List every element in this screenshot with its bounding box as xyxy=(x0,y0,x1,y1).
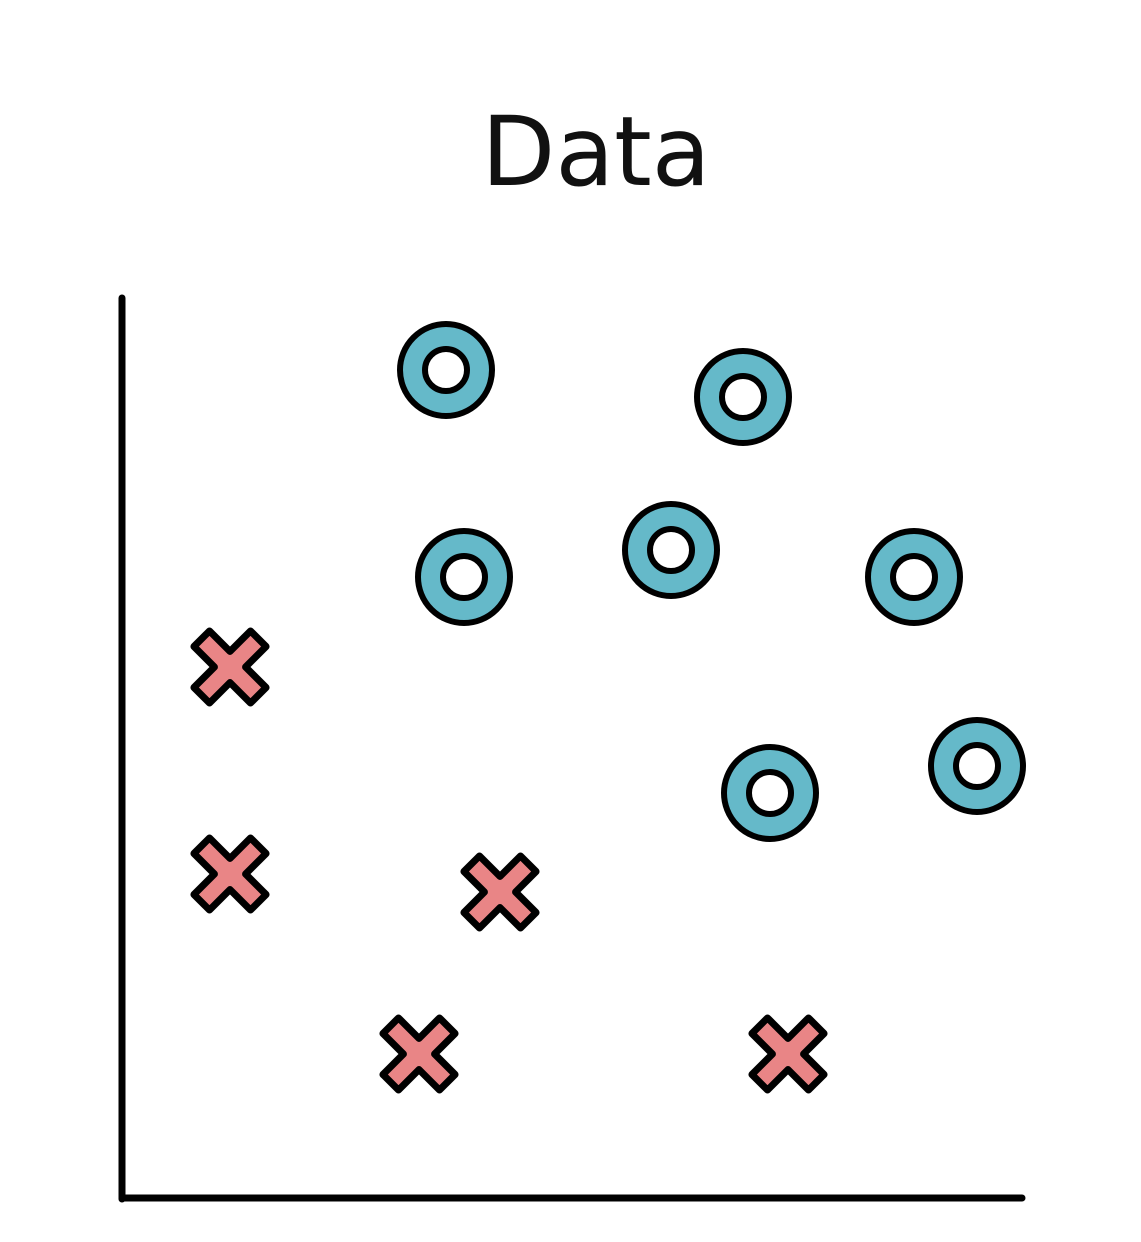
circle-point-hole xyxy=(746,769,794,817)
circle-point xyxy=(928,717,1026,815)
cross-point xyxy=(190,834,270,914)
chart-title: Data xyxy=(481,96,710,208)
circle-point xyxy=(397,321,495,419)
circle-point xyxy=(415,528,513,626)
circle-point xyxy=(721,744,819,842)
circle-point-hole xyxy=(647,526,695,574)
circle-point-hole xyxy=(890,553,938,601)
circle-point-hole xyxy=(953,742,1001,790)
circle-point-hole xyxy=(440,553,488,601)
circle-point xyxy=(865,528,963,626)
cross-point xyxy=(379,1014,459,1094)
cross-point xyxy=(460,852,540,932)
circle-point xyxy=(694,348,792,446)
circle-point-hole xyxy=(422,346,470,394)
circle-point xyxy=(622,501,720,599)
data-points xyxy=(190,321,1026,1094)
circle-point-hole xyxy=(719,373,767,421)
cross-point xyxy=(748,1014,828,1094)
cross-point xyxy=(190,627,270,707)
